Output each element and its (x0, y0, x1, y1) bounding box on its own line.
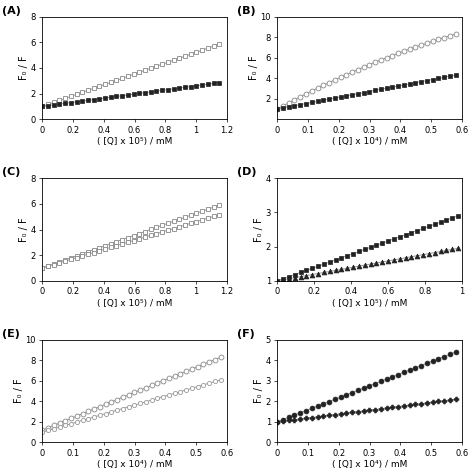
Text: (E): (E) (2, 329, 19, 339)
Y-axis label: F₀ / F: F₀ / F (19, 56, 29, 80)
X-axis label: ( [Q] x 10⁴) / mM: ( [Q] x 10⁴) / mM (332, 460, 407, 469)
Text: (C): (C) (2, 167, 20, 177)
Y-axis label: F₀ / F: F₀ / F (249, 56, 259, 80)
Text: (F): (F) (237, 329, 255, 339)
X-axis label: ( [Q] x 10⁵) / mM: ( [Q] x 10⁵) / mM (97, 299, 172, 308)
Y-axis label: F₀ / F: F₀ / F (254, 217, 264, 242)
Y-axis label: F₀ / F: F₀ / F (254, 379, 264, 403)
Y-axis label: F₀ / F: F₀ / F (19, 217, 29, 242)
X-axis label: ( [Q] x 10⁵) / mM: ( [Q] x 10⁵) / mM (332, 299, 407, 308)
Y-axis label: F₀ / F: F₀ / F (14, 379, 24, 403)
Text: (B): (B) (237, 6, 255, 16)
Text: (D): (D) (237, 167, 256, 177)
X-axis label: ( [Q] x 10⁵) / mM: ( [Q] x 10⁵) / mM (97, 137, 172, 146)
Text: (A): (A) (2, 6, 20, 16)
X-axis label: ( [Q] x 10⁴) / mM: ( [Q] x 10⁴) / mM (97, 460, 172, 469)
X-axis label: ( [Q] x 10⁴) / mM: ( [Q] x 10⁴) / mM (332, 137, 407, 146)
